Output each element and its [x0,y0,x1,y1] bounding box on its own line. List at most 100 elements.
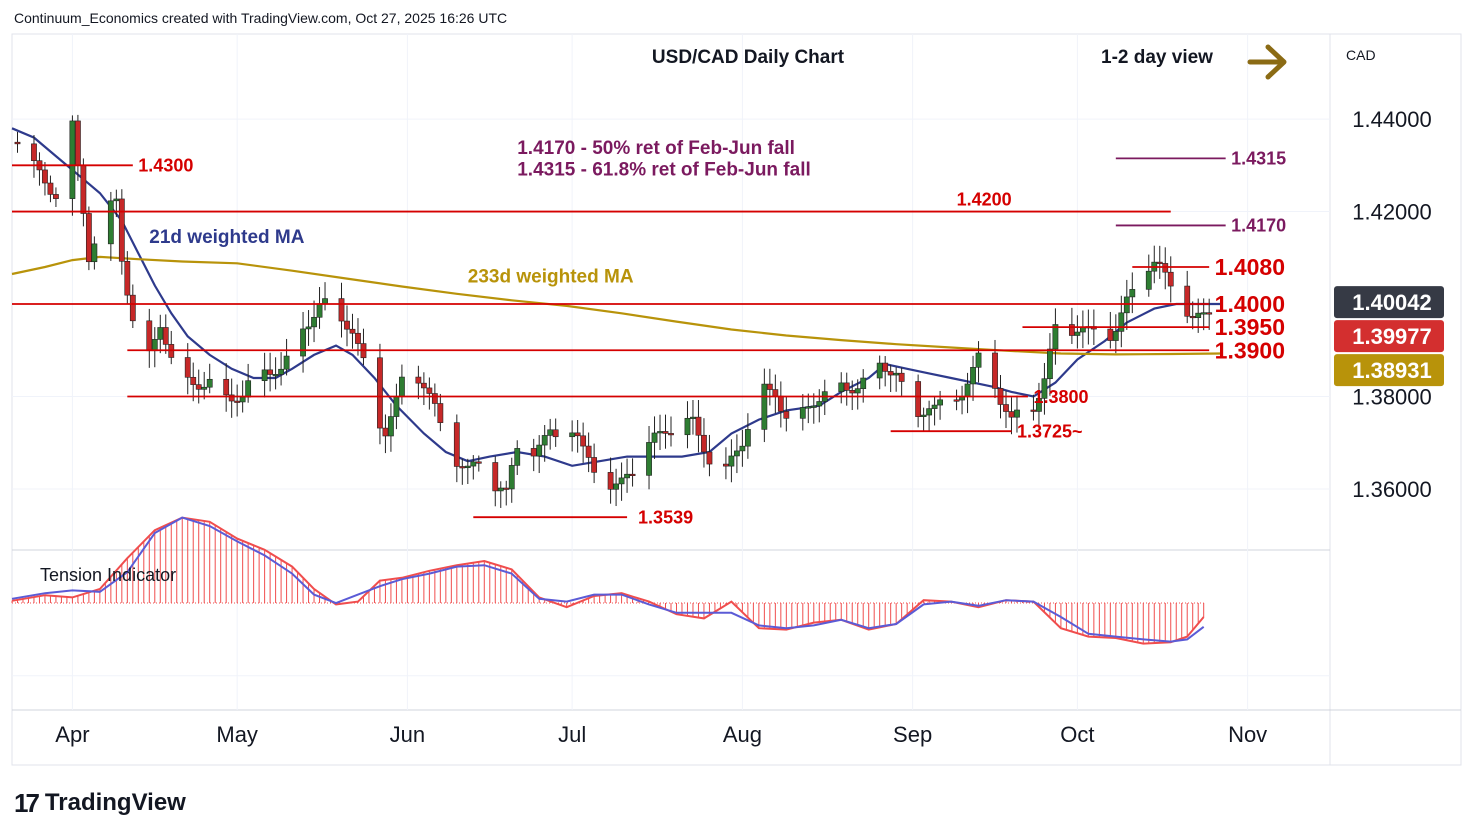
candle-body [162,327,169,345]
candle [860,369,867,403]
candle [124,251,131,305]
candle-body [344,320,350,330]
brand-name: TradingView [44,789,186,816]
candle-body [272,374,279,377]
candle [530,438,537,472]
candle-body [1047,348,1053,380]
candle [1041,362,1048,415]
candle [1036,382,1042,425]
candle [151,327,158,368]
candle-body [569,432,576,438]
candle-body [338,298,345,322]
candle [975,341,982,383]
candle-body [843,382,850,391]
candle [662,414,669,449]
candle [305,310,312,346]
candle-body [245,380,252,398]
candle [431,383,438,417]
candle [953,389,960,411]
level-label: 1.3800 [1033,387,1088,407]
candle [706,434,713,477]
candle-body [399,376,405,397]
candle-body [184,357,191,378]
price-tag-bg [1334,286,1444,319]
candle [184,343,191,395]
candle [322,282,328,311]
candle-body [574,432,581,437]
candle-body [530,448,537,457]
candle [426,377,433,410]
candle [574,420,581,453]
candle [761,368,768,443]
candle-body [723,463,729,467]
candle-body [426,387,433,394]
price-tag-label: 1.39977 [1352,324,1432,349]
candle [190,362,197,402]
candle [453,414,460,483]
candle [816,389,823,423]
axes: 1.44000 1.42000 1.38000 1.36000 Apr May Jun Jul… [55,107,1444,747]
candle-body [887,371,894,376]
candle-body [1036,398,1042,412]
candle-body [1145,270,1152,290]
candle [1014,395,1020,433]
level-label: 1.4315 [1231,149,1286,169]
candle-body [14,141,21,145]
annotation-text: 1.4315 - 61.8% ret of Feb-Jun fall [517,159,811,180]
chart-title: USD/CAD Daily Chart [652,47,845,68]
candle-body [618,477,625,485]
candle [810,393,817,424]
candle [206,363,213,394]
candle [300,311,306,373]
candle [838,372,845,404]
candle-body [146,320,153,352]
candle [651,416,658,459]
candle-body [349,328,356,334]
level-label: 1.4080 [1215,254,1285,280]
candle-body [728,455,735,467]
candle [31,134,37,178]
candle [107,191,114,261]
candle-body [783,411,790,419]
candle [168,330,175,365]
y-tick-label: 1.42000 [1352,200,1432,225]
candle [766,368,773,406]
level-label: 1.4170 [1231,216,1286,236]
candle [1074,315,1081,349]
candle [1145,254,1152,297]
candle-body [234,400,241,403]
candle-body [1014,409,1020,418]
candle-body [322,298,328,304]
candle [1162,247,1169,290]
candle [585,432,592,473]
candle [668,416,674,447]
candle-body [497,487,504,492]
candle [503,480,510,506]
candle-body [536,444,543,457]
candle [360,328,367,366]
candle-body [228,394,235,402]
candle [898,367,905,396]
currency-label: CAD [1346,47,1376,63]
candle-body [420,382,427,389]
annotation-text: 1.4170 - 50% ret of Feb-Jun fall [517,138,795,159]
candle-body [1189,315,1196,319]
candle-body [129,294,136,322]
price-tag-label: 1.40042 [1352,290,1432,315]
candle-body [316,303,323,318]
candle-body [377,357,383,429]
candle-body [766,383,773,390]
candle-body [992,352,998,389]
candle [311,300,317,343]
candle-body [47,182,54,195]
price-tag: 1.40042 [1334,286,1444,319]
candle [316,287,323,329]
candle-body [937,399,943,406]
price-tag: 1.39977 [1334,320,1444,353]
candle [234,384,241,417]
level-label: 1.3950 [1215,314,1285,340]
candle [459,458,466,485]
candle-body [684,417,691,436]
candle [876,355,883,390]
candle [541,424,548,462]
